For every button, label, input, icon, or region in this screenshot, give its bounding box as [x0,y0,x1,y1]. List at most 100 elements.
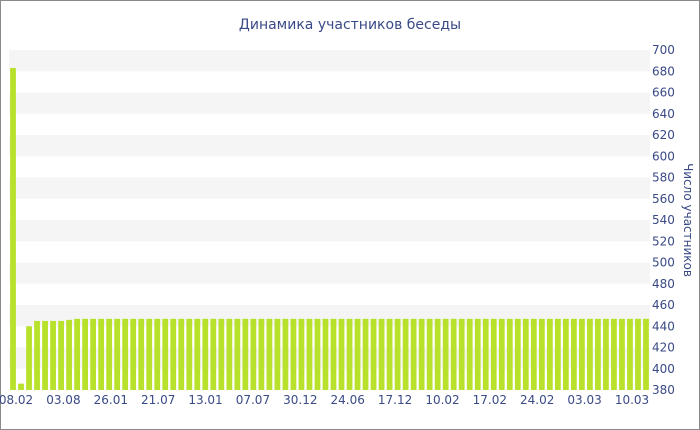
bar [74,318,80,390]
y-tick-label: 640 [652,107,675,121]
bar [258,318,265,390]
bar [106,318,113,390]
bar [50,320,56,390]
x-tick-label: 24.06 [331,393,365,407]
bar [178,318,185,390]
bar [394,318,401,390]
grid-band [9,177,650,199]
bar [170,318,177,390]
chart-title: Динамика участников беседы [239,17,461,33]
y-tick-label: 380 [652,383,675,397]
bar [242,318,249,390]
y-tick-label: 420 [652,341,675,355]
bar [410,318,417,390]
bar [306,318,313,390]
bar [442,318,449,390]
bar [370,318,377,390]
y-axis-ticks: 380 400 420 440 460 480 500 520 540 560 580 600 620 6… [652,43,675,397]
bar [386,318,393,390]
bar [122,318,129,390]
bar [298,318,305,390]
x-axis-ticks: 08.02 03.08 26.01 21.07 13.01 07.07 30.12 24.06… [0,393,649,407]
grid-band [9,262,650,284]
grid-band [9,50,650,72]
x-tick-label: 03.08 [46,393,80,407]
x-tick-label: 08.02 [0,393,33,407]
bar [90,318,97,390]
bar [603,318,609,390]
bar [42,320,48,390]
grid-band [9,92,650,114]
bar [290,318,297,390]
y-axis-label: Число участников [681,163,695,277]
bar [474,318,481,390]
bar [627,318,633,390]
bar [643,318,649,390]
bar [250,318,257,390]
bar [514,318,521,390]
bar [234,318,241,390]
x-tick-label: 17.02 [473,393,507,407]
bar [130,318,137,390]
bar [194,318,201,390]
grid-band [9,305,650,327]
bar [26,326,32,390]
bar [562,318,569,390]
bar [66,319,72,391]
x-tick-label: 26.01 [94,393,128,407]
bar [418,318,425,390]
y-tick-label: 540 [652,213,675,227]
bar [186,318,193,390]
bar-series [10,68,649,391]
bar [146,318,153,390]
y-tick-label: 500 [652,256,675,270]
y-tick-label: 520 [652,234,675,248]
bar [154,318,161,390]
bar [354,318,361,390]
bar [330,318,337,390]
bar [611,318,617,390]
bar [10,68,16,390]
bar [546,318,553,390]
bar [571,318,577,390]
bar [434,318,441,390]
bar [554,318,561,390]
bar [34,320,40,390]
y-tick-label: 560 [652,192,675,206]
x-tick-label: 10.02 [425,393,459,407]
bar [346,318,353,390]
bar [362,318,369,390]
bar [162,318,169,390]
bar [466,318,473,390]
grid-band [9,347,650,369]
bar [530,318,537,390]
grid-band [9,135,650,157]
bar [619,318,625,390]
y-tick-label: 600 [652,149,675,163]
bar [218,318,225,390]
bar [490,318,497,390]
bar [138,318,145,390]
bar [114,318,121,390]
x-tick-label: 13.01 [188,393,222,407]
bar [82,318,88,390]
y-tick-label: 460 [652,298,675,312]
bar [314,318,321,390]
y-tick-label: 700 [652,43,675,57]
x-tick-label: 10.03 [615,393,649,407]
x-tick-label: 21.07 [141,393,175,407]
bar [274,318,281,390]
y-tick-label: 480 [652,277,675,291]
y-tick-label: 660 [652,86,675,100]
grid-bands [9,50,650,369]
y-tick-label: 680 [652,64,675,78]
bar [635,318,641,390]
bar [338,318,345,390]
bar [282,318,289,390]
bar [450,318,457,390]
bar [595,318,601,390]
bar [18,383,24,391]
y-tick-label: 620 [652,128,675,142]
x-tick-label: 24.02 [520,393,554,407]
